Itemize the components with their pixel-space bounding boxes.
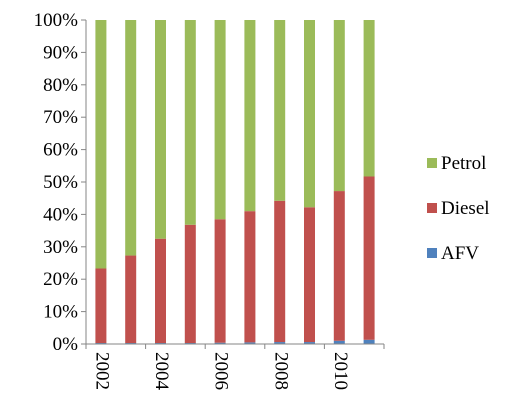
bar-petrol-2004 (155, 20, 166, 239)
bar-afv-2010 (333, 340, 345, 344)
y-tick-label: 70% (43, 107, 78, 128)
bar-afv-2006 (214, 342, 226, 344)
y-tick-label: 60% (43, 140, 78, 161)
bar-diesel-2005 (184, 224, 196, 344)
x-tick-labels: 2002 2004 2006 2008 2010 (92, 352, 351, 391)
bar-petrol-2008 (274, 20, 286, 201)
bar-diesel-2007 (244, 211, 256, 343)
bar-petrol-2009 (304, 20, 315, 208)
bar-diesel-2010 (333, 191, 345, 341)
bar-petrol-2005 (184, 20, 196, 225)
bar-petrol-2007 (244, 20, 256, 212)
y-tick-label: 100% (34, 10, 79, 31)
legend-label-diesel: Diesel (441, 198, 490, 219)
bar-diesel-2011 (363, 176, 375, 340)
legend-swatch-petrol (427, 158, 437, 168)
x-tick-label: 2004 (151, 352, 172, 391)
y-tick-labels: 0% 10% 20% 30% 40% 50% 60% 70% 80% 90% 100% (34, 10, 79, 355)
bar-afv-2008 (274, 342, 286, 344)
legend-swatch-diesel (427, 203, 437, 213)
bar-diesel-2004 (155, 238, 166, 344)
bar-afv-2007 (244, 342, 256, 344)
bar-petrol-2011 (363, 20, 375, 177)
y-tick-label: 90% (43, 42, 78, 63)
y-tick-label: 50% (43, 172, 78, 193)
y-tick-label: 30% (43, 237, 78, 258)
bar-afv-2011 (363, 339, 375, 344)
legend: Petrol Diesel AFV (427, 153, 490, 264)
bar-petrol-2003 (125, 20, 137, 256)
bar-petrol-2002 (95, 20, 107, 269)
y-tick-label: 40% (43, 204, 78, 225)
y-tick-label: 20% (43, 269, 78, 290)
x-tick-label: 2006 (211, 352, 232, 390)
legend-label-afv: AFV (441, 243, 479, 264)
bar-diesel-2002 (95, 268, 107, 344)
y-tick-label: 0% (53, 334, 79, 355)
bar-petrol-2010 (333, 20, 345, 192)
bar-afv-2009 (304, 342, 315, 344)
y-tick-label: 80% (43, 75, 78, 96)
bar-diesel-2003 (125, 255, 137, 344)
x-tick-label: 2010 (330, 352, 351, 390)
bar-petrol-2006 (214, 20, 226, 220)
x-tick-label: 2008 (270, 352, 291, 390)
bar-diesel-2006 (214, 219, 226, 343)
axes-group (81, 19, 385, 349)
bar-diesel-2009 (304, 207, 315, 343)
legend-label-petrol: Petrol (441, 153, 486, 174)
bars-group (95, 20, 375, 344)
x-tick-label: 2002 (92, 352, 113, 390)
y-tick-label: 10% (43, 302, 78, 323)
legend-swatch-afv (427, 248, 437, 258)
bar-diesel-2008 (274, 200, 286, 343)
